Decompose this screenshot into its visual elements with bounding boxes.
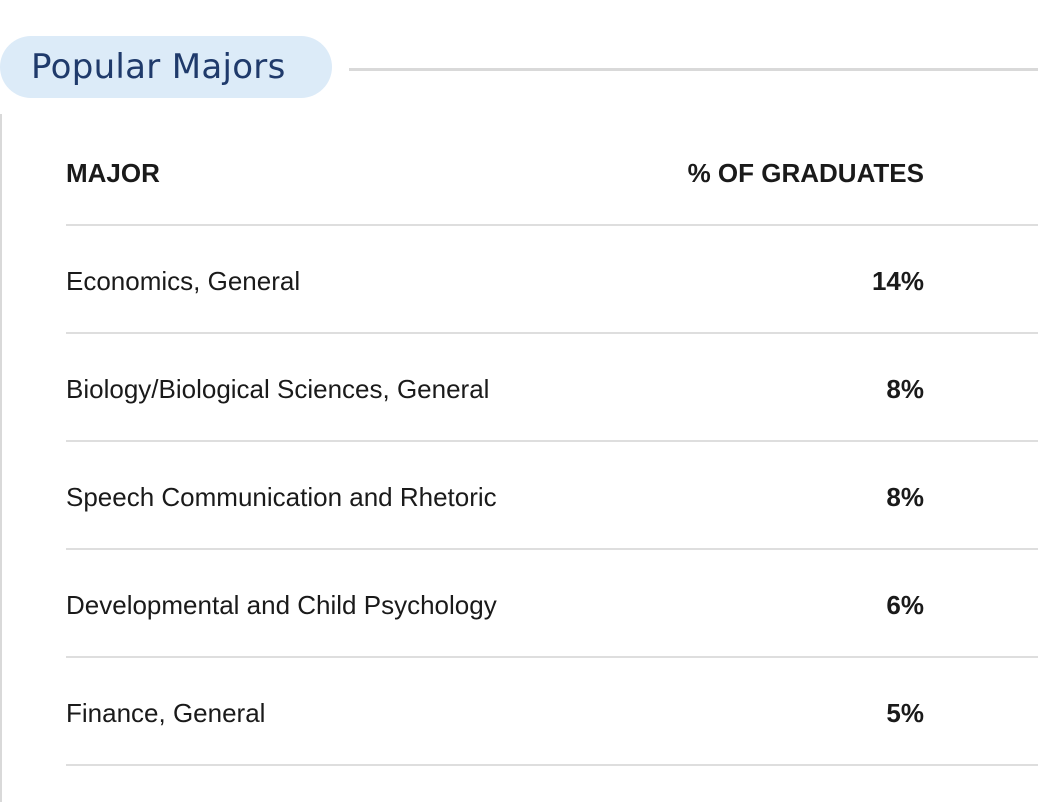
table-row: Developmental and Child Psychology 6% — [66, 550, 1038, 658]
major-name: Economics, General — [66, 266, 301, 296]
major-name: Developmental and Child Psychology — [66, 590, 497, 620]
column-header-percent: % OF GRADUATES — [687, 158, 924, 188]
column-header-major: MAJOR — [66, 158, 160, 188]
major-percent: 5% — [886, 698, 924, 728]
major-percent: 6% — [886, 590, 924, 620]
section-header: Popular Majors — [0, 36, 1038, 98]
left-border — [0, 114, 2, 802]
table-row: Finance, General 5% — [66, 658, 1038, 766]
major-name: Finance, General — [66, 698, 266, 728]
major-name: Speech Communication and Rhetoric — [66, 482, 497, 512]
section-title-pill: Popular Majors — [0, 36, 332, 98]
major-percent: 14% — [871, 266, 924, 296]
majors-table: MAJOR % OF GRADUATES Economics, General … — [66, 118, 1038, 766]
table-row: Biology/Biological Sciences, General 8% — [66, 334, 1038, 442]
major-percent: 8% — [886, 374, 924, 404]
section-title: Popular Majors — [31, 47, 286, 87]
header-divider — [349, 68, 1038, 71]
table-header: MAJOR % OF GRADUATES — [66, 118, 1038, 226]
table-row: Economics, General 14% — [66, 226, 1038, 334]
table-row: Speech Communication and Rhetoric 8% — [66, 442, 1038, 550]
major-percent: 8% — [886, 482, 924, 512]
major-name: Biology/Biological Sciences, General — [66, 374, 490, 404]
